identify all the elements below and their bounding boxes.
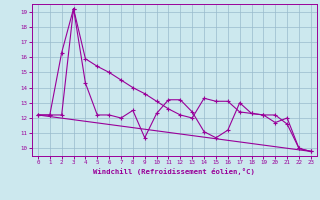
X-axis label: Windchill (Refroidissement éolien,°C): Windchill (Refroidissement éolien,°C) [93, 168, 255, 175]
